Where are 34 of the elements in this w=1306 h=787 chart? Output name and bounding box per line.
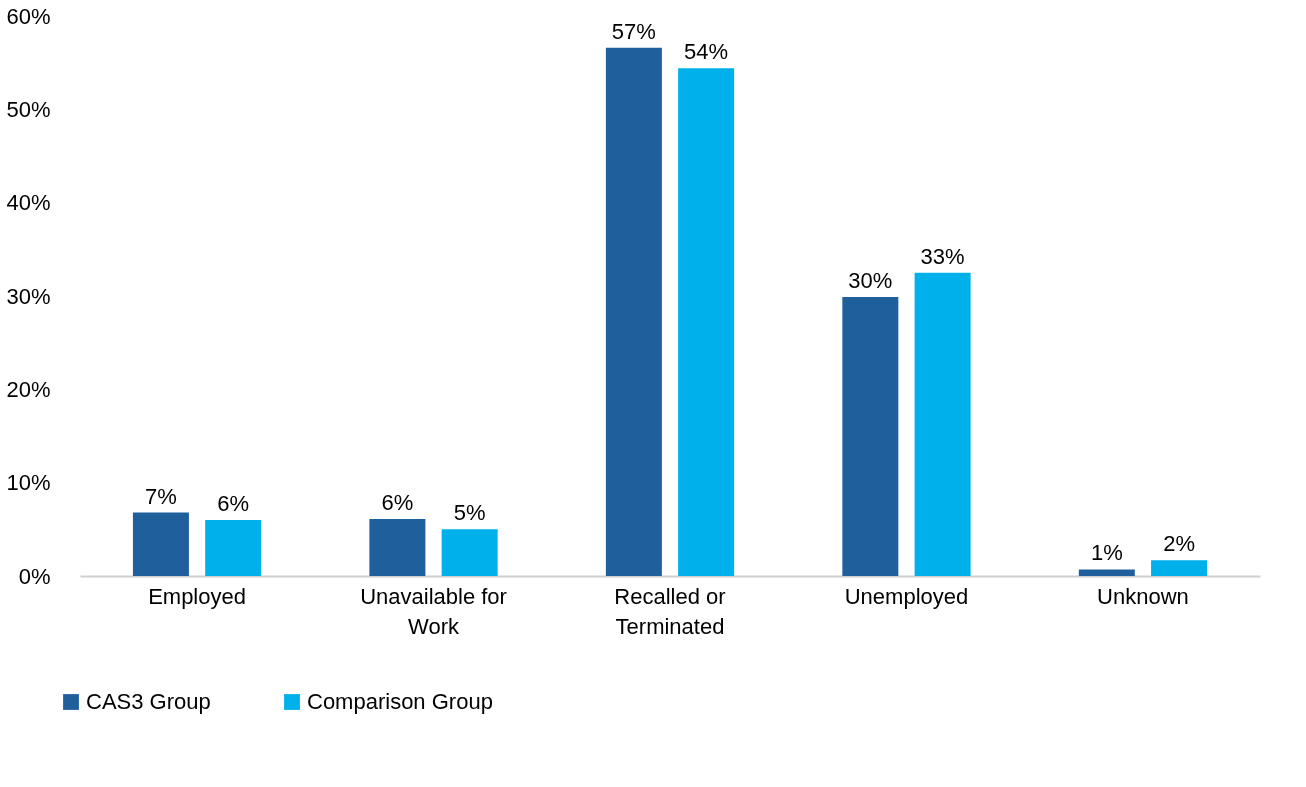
y-tick-label: 10% [6,470,51,496]
x-tick-label: Unemployed [844,583,969,609]
bar [1151,560,1208,576]
data-label: 1% [1090,540,1123,566]
x-tick-label: Unknown [1097,583,1189,609]
data-label: 7% [145,483,177,509]
y-tick-label: 30% [6,283,51,309]
y-tick-label: 40% [6,190,51,216]
data-label: 2% [1163,531,1195,557]
data-label: 5% [453,500,486,526]
bar [369,519,426,576]
x-tick-label: Employed [148,583,246,609]
bar [842,296,899,576]
data-label: 33% [920,243,965,269]
y-tick-label: 20% [6,376,51,402]
data-label: 30% [848,267,893,293]
data-label: 54% [684,39,729,65]
data-label: 57% [611,18,656,44]
bar [205,520,262,576]
bar [605,47,662,576]
x-tick-label: Unavailable for Work [360,583,507,639]
y-tick-label: 60% [6,3,51,29]
legend-label: Comparison Group [307,689,493,714]
bar [914,272,971,576]
y-tick-label: 50% [6,96,51,122]
y-tick-label: 0% [18,563,51,589]
x-tick-label: Recalled or Terminated [614,583,726,639]
data-label: 6% [217,491,250,516]
bar [441,529,498,576]
bar [132,512,189,576]
bar [678,68,735,576]
legend-label: CAS3 Group [86,689,211,714]
data-label: 6% [381,490,414,516]
bar [1078,569,1135,576]
